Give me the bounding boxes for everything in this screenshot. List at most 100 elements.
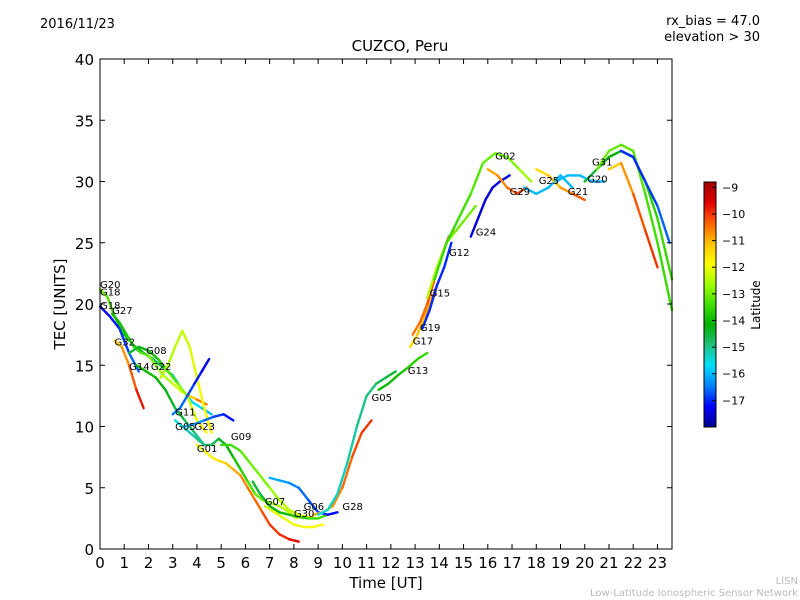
footer-lisn: LISN [775,576,798,587]
series-segment [554,174,569,183]
colorbar-tick-label: −12 [722,261,745,274]
series-segment [217,459,228,465]
series-segment [278,533,291,541]
x-tick-label: 3 [168,554,178,572]
series-segment [258,492,271,508]
series-segment [287,481,300,489]
series-segment [607,143,623,153]
series-segment [493,152,509,159]
series-segment [232,455,242,471]
series-segment [110,312,121,324]
series-G07 [251,480,329,520]
series-segment [523,186,538,196]
x-axis-ticks: 0 1 2 3 4 5 6 7 8 9 10 11 12 13 14 15 16 17 18 19 20 21 22 23 [95,59,667,572]
satellite-label: G14 [129,362,149,373]
series-segment [229,443,242,453]
series-segment [476,198,487,220]
x-tick-label: 18 [527,554,546,572]
satellite-label: G32 [115,338,135,349]
satellite-label: G20 [587,175,607,186]
x-tick-label: 20 [575,554,594,572]
series-segment [421,308,431,330]
series-segment [346,425,359,465]
series-segment [336,462,349,496]
series-segment [147,354,157,367]
series-segment [164,388,177,410]
x-tick-label: 19 [551,554,570,572]
series-segment [355,394,368,428]
series-segment [571,192,586,202]
series-segment [326,492,339,511]
series-segment [193,370,204,385]
series-segment [268,501,281,508]
series-segment [195,376,206,410]
series-segment [457,192,472,220]
series-segment [506,155,521,171]
satellite-label: G24 [476,227,496,238]
series-segment [171,382,184,394]
series-segment [445,217,460,245]
series-segment [396,366,409,377]
series-segment [506,186,519,196]
x-tick-label: 14 [430,554,449,572]
x-tick-label: 7 [265,554,275,572]
series-segment [469,161,485,196]
colorbar-tick-label: −11 [722,235,745,248]
series-segment [559,186,574,196]
satellite-label: G28 [342,502,362,513]
series-G18 [98,305,141,373]
series-segment [120,345,131,367]
series-segment [406,357,419,369]
series-segment [186,382,196,398]
series-segment [535,186,550,196]
series-segment [181,425,191,434]
series-segment [268,486,281,502]
x-axis-label: Time [UT] [349,574,423,592]
series-segment [212,413,225,418]
series-segment [166,345,177,367]
series-segment [127,364,138,391]
series-segment [595,149,611,171]
rx-bias-info: rx_bias = 47.0 elevation > 30 [664,14,760,46]
series-segment [186,394,199,422]
series-segment [619,149,635,159]
series-segment [619,161,635,196]
satellite-label: G05 [372,393,392,404]
series-G31 [583,149,674,281]
series-segment [418,302,429,324]
series-segment [224,462,235,471]
series-segment [644,180,659,208]
series-segment [249,462,262,477]
series-segment [297,513,310,519]
series-segment [188,431,199,440]
y-tick-label: 35 [75,112,94,130]
rx-bias-label: rx_bias = 47.0 [666,14,760,29]
series-G28 [312,419,373,516]
satellite-label: G05 [175,422,195,433]
series-segment [316,508,329,516]
chart-title: CUZCO, Peru [351,37,449,55]
satellite-label: G17 [413,336,433,347]
series-G22 [159,329,213,434]
x-tick-label: 15 [454,554,473,572]
y-tick-label: 25 [75,235,94,253]
series-G30 [263,504,325,529]
series-segment [239,449,252,465]
colorbar-tick-label: −17 [722,394,745,407]
x-tick-label: 4 [192,554,202,572]
series-segment [377,382,390,391]
series-segment [195,437,206,447]
satellite-label: G06 [304,502,324,513]
series-segment [118,327,131,355]
series-segment [135,364,148,373]
series-segment [224,443,235,459]
series-segment [135,388,145,410]
series-E3 [619,149,671,245]
y-tick-label: 30 [75,174,94,192]
series-segment [632,155,647,183]
series-G08 [127,345,208,434]
series-G01 [195,443,300,543]
x-tick-label: 8 [289,554,299,572]
series-segment [644,229,659,269]
satellite-label: G12 [449,248,469,259]
